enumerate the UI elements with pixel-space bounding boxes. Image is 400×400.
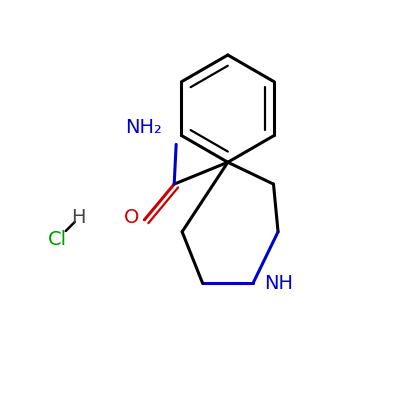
Text: O: O [124,208,139,227]
Text: NH: NH [264,274,293,293]
Text: NH₂: NH₂ [125,118,162,137]
Text: Cl: Cl [48,230,66,249]
Text: H: H [72,208,86,227]
